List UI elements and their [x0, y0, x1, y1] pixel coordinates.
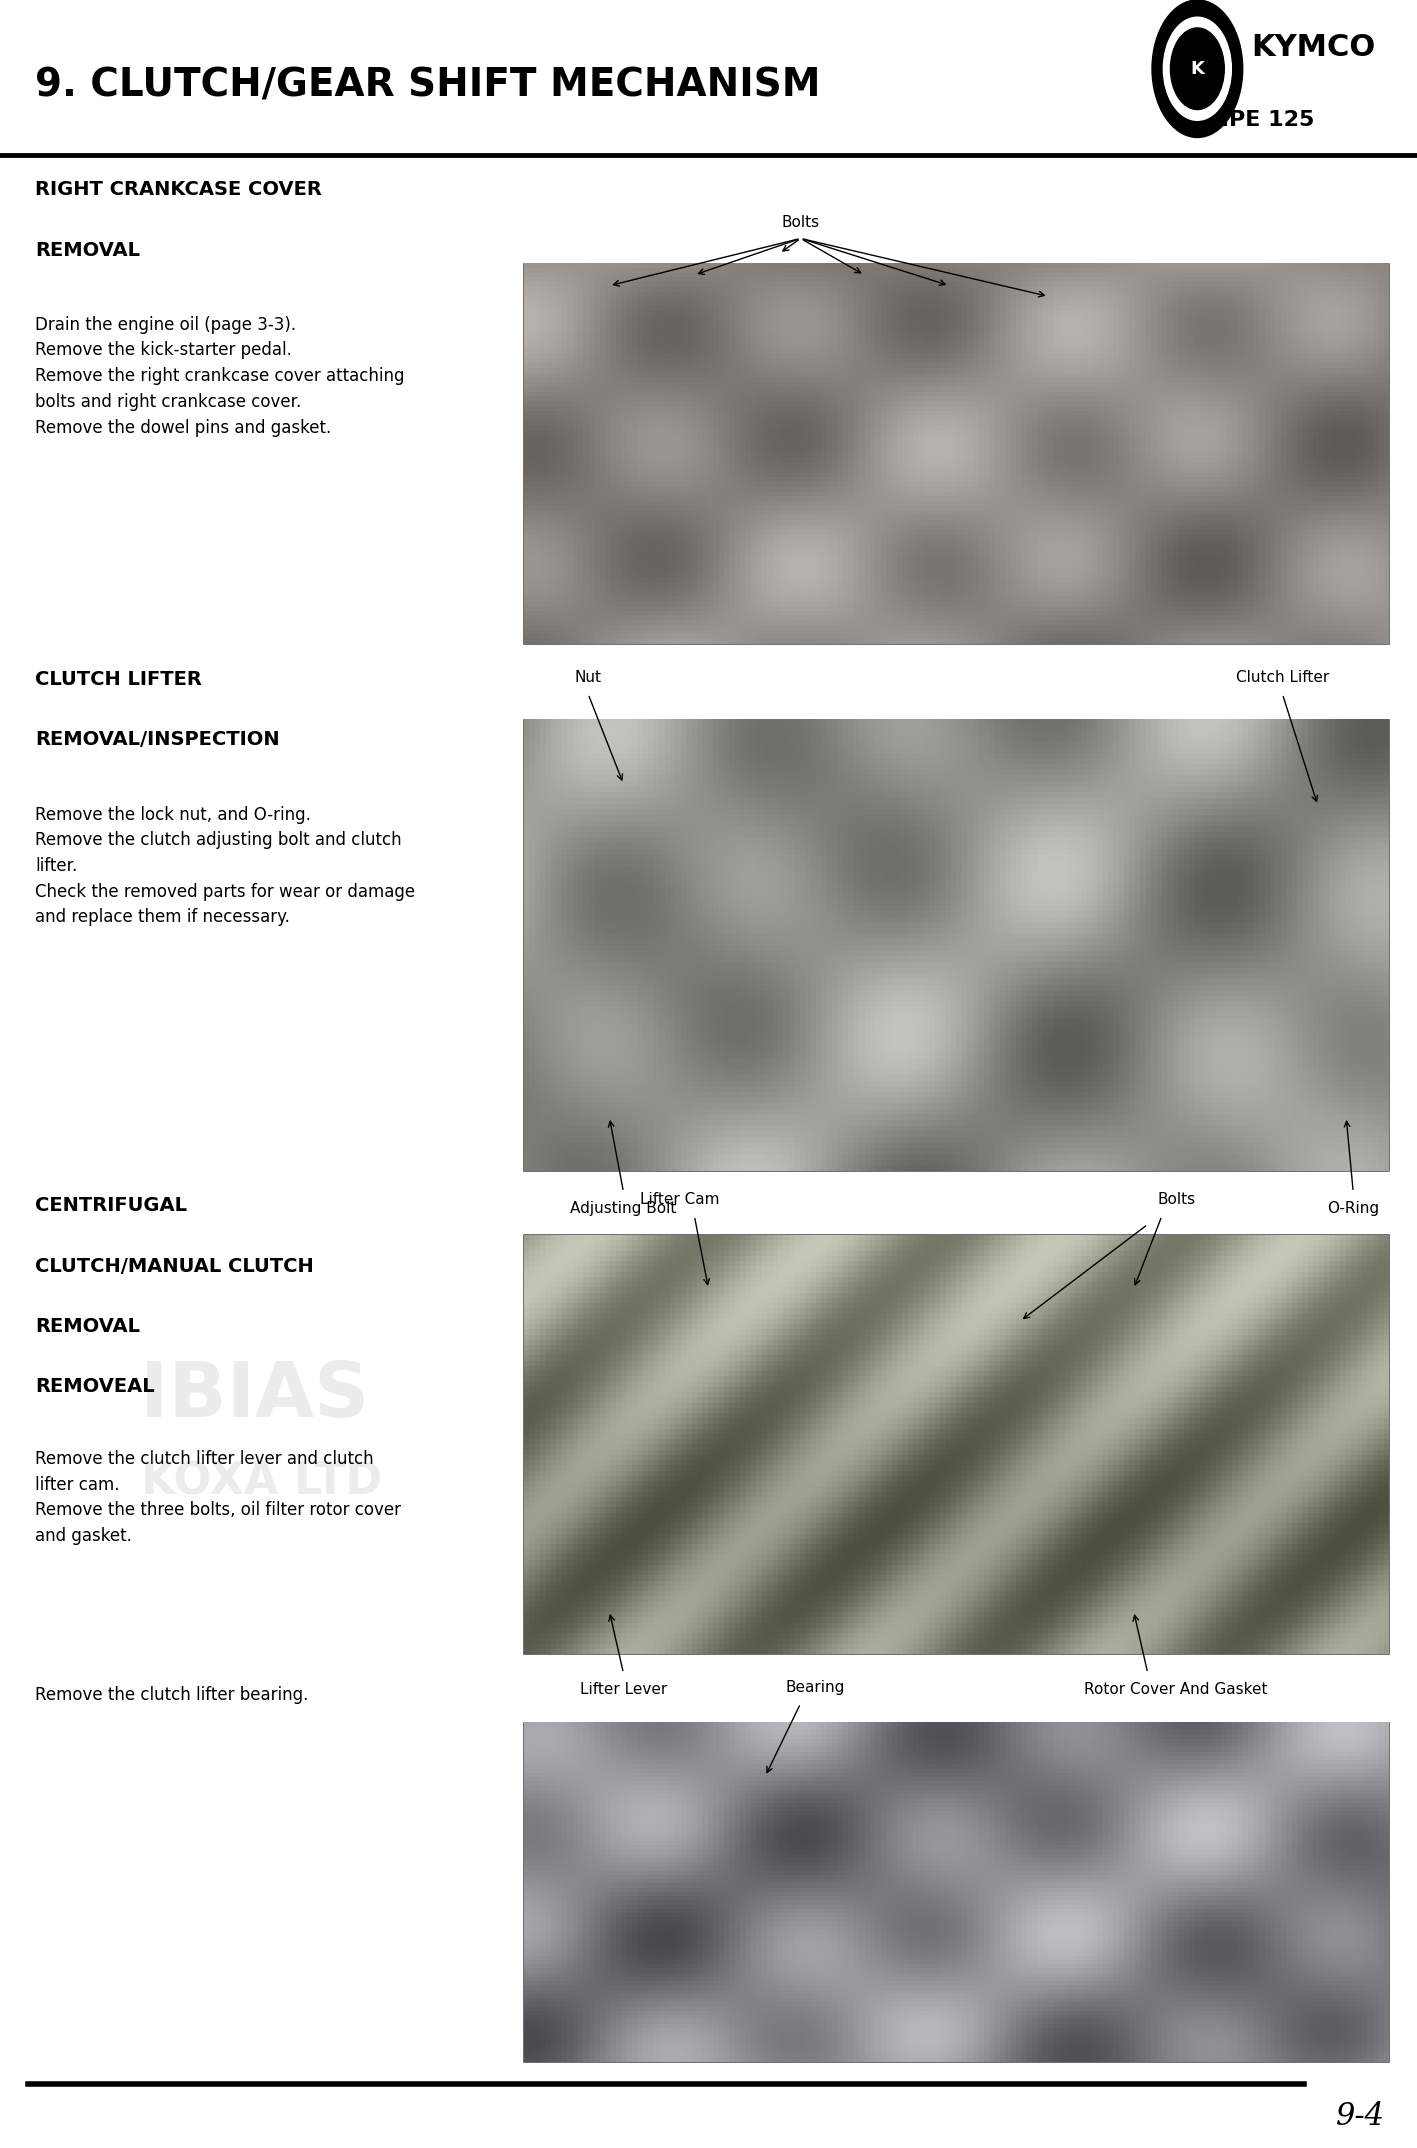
Text: Bolts: Bolts	[782, 215, 819, 230]
Text: Drain the engine oil (page 3-3).
Remove the kick-starter pedal.
Remove the right: Drain the engine oil (page 3-3). Remove …	[35, 316, 405, 436]
Text: Bolts: Bolts	[1158, 1192, 1195, 1207]
Text: Rotor Cover And Gasket: Rotor Cover And Gasket	[1084, 1682, 1268, 1697]
Text: REMOVEAL: REMOVEAL	[35, 1377, 154, 1396]
Text: Nut: Nut	[574, 670, 602, 685]
Text: REMOVAL: REMOVAL	[35, 241, 140, 260]
Circle shape	[1152, 0, 1243, 137]
Text: Remove the clutch lifter bearing.: Remove the clutch lifter bearing.	[35, 1686, 309, 1703]
Text: Bearing: Bearing	[785, 1680, 845, 1695]
Text: Remove the lock nut, and O-ring.
Remove the clutch adjusting bolt and clutch
lif: Remove the lock nut, and O-ring. Remove …	[35, 806, 415, 926]
Text: K: K	[1190, 60, 1204, 77]
Text: REMOVAL: REMOVAL	[35, 1317, 140, 1336]
Bar	[524, 264, 1389, 644]
Text: Lifter Lever: Lifter Lever	[580, 1682, 667, 1697]
Bar	[524, 720, 1389, 1171]
Bar	[524, 1235, 1389, 1654]
Text: 9. CLUTCH/GEAR SHIFT MECHANISM: 9. CLUTCH/GEAR SHIFT MECHANISM	[35, 67, 820, 105]
Text: IBIAS: IBIAS	[140, 1360, 370, 1433]
Text: Adjusting Bolt: Adjusting Bolt	[570, 1201, 677, 1216]
Text: CLUTCH LIFTER: CLUTCH LIFTER	[35, 670, 203, 690]
Text: CLUTCH/MANUAL CLUTCH: CLUTCH/MANUAL CLUTCH	[35, 1257, 315, 1276]
Text: Lifter Cam: Lifter Cam	[640, 1192, 720, 1207]
Circle shape	[1170, 28, 1224, 110]
Text: CENTRIFUGAL: CENTRIFUGAL	[35, 1196, 187, 1216]
Text: KYMCO: KYMCO	[1251, 32, 1376, 62]
Circle shape	[1163, 17, 1231, 120]
Text: KOXA LTD: KOXA LTD	[142, 1461, 383, 1504]
Text: Remove the clutch lifter lever and clutch
lifter cam.
Remove the three bolts, oi: Remove the clutch lifter lever and clutc…	[35, 1450, 401, 1544]
Text: O-Ring: O-Ring	[1328, 1201, 1379, 1216]
Text: K-PIPE 125: K-PIPE 125	[1180, 110, 1314, 131]
Text: REMOVAL/INSPECTION: REMOVAL/INSPECTION	[35, 730, 281, 750]
Text: RIGHT CRANKCASE COVER: RIGHT CRANKCASE COVER	[35, 180, 322, 200]
Text: 9-4: 9-4	[1336, 2101, 1384, 2131]
Text: Clutch Lifter: Clutch Lifter	[1236, 670, 1329, 685]
Bar	[524, 1723, 1389, 2062]
